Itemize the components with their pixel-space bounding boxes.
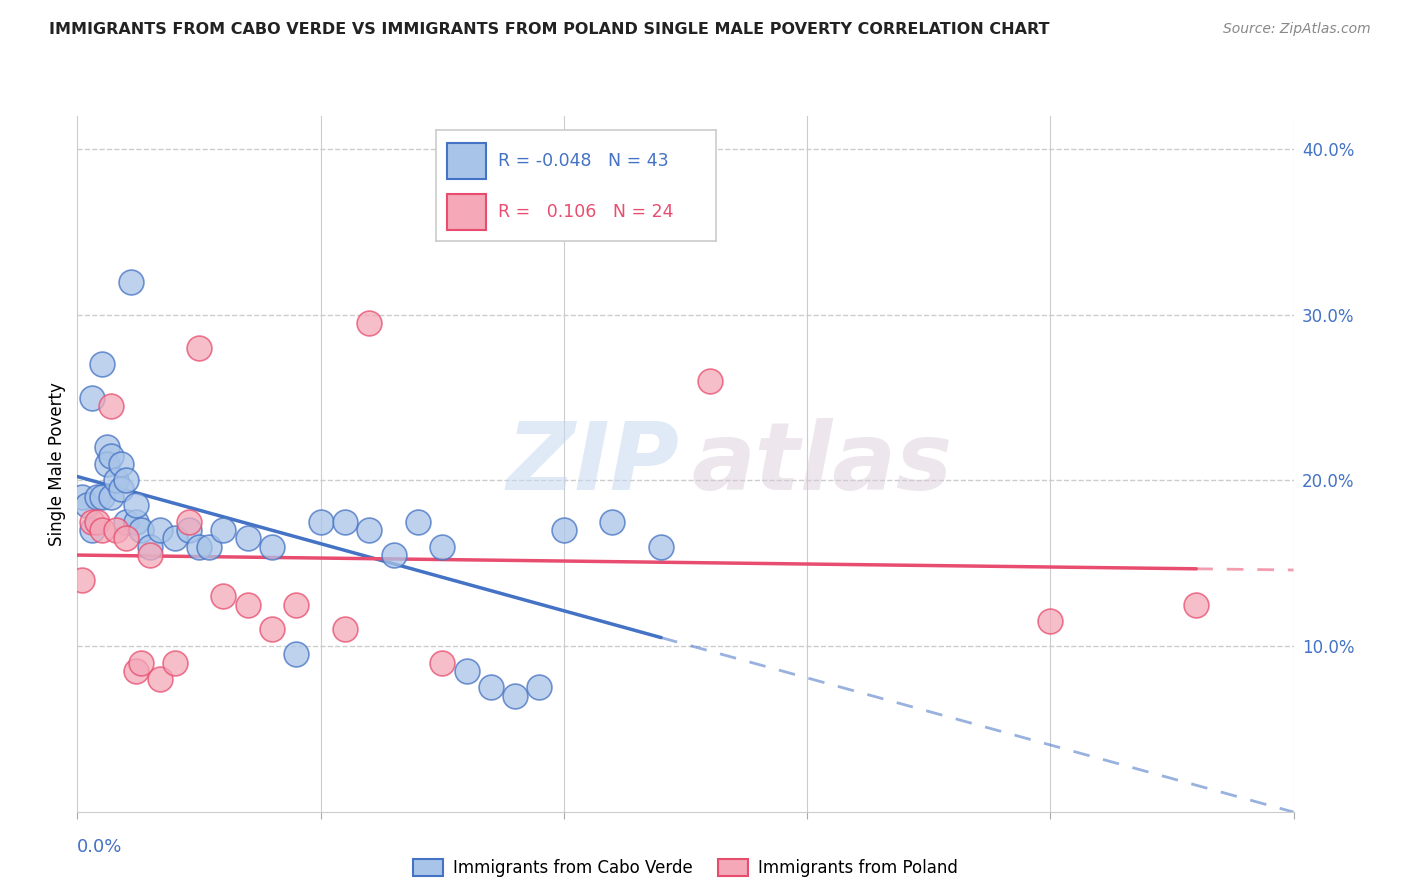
- Point: [80, 391, 103, 405]
- Point: [553, 523, 575, 537]
- Point: [86, 515, 108, 529]
- Point: [406, 515, 429, 529]
- Point: [285, 598, 308, 612]
- Text: ZIP: ZIP: [506, 417, 679, 510]
- Point: [1185, 598, 1208, 612]
- Point: [125, 515, 148, 529]
- Legend: Immigrants from Cabo Verde, Immigrants from Poland: Immigrants from Cabo Verde, Immigrants f…: [406, 852, 965, 883]
- Point: [529, 681, 551, 695]
- Point: [110, 457, 132, 471]
- Point: [115, 515, 138, 529]
- Point: [100, 399, 122, 413]
- Point: [149, 672, 172, 686]
- Point: [129, 523, 152, 537]
- Point: [163, 532, 186, 546]
- Point: [188, 540, 211, 554]
- Point: [139, 548, 162, 562]
- Point: [359, 523, 381, 537]
- Point: [149, 523, 172, 537]
- Point: [236, 598, 259, 612]
- Point: [212, 523, 235, 537]
- Point: [100, 449, 122, 463]
- Point: [100, 490, 122, 504]
- Point: [212, 590, 235, 604]
- Point: [382, 548, 405, 562]
- Point: [80, 515, 103, 529]
- Point: [260, 540, 283, 554]
- Text: atlas: atlas: [692, 417, 953, 510]
- Point: [650, 540, 672, 554]
- Point: [115, 532, 138, 546]
- Point: [90, 358, 112, 372]
- Point: [125, 498, 148, 512]
- Point: [456, 664, 478, 678]
- Point: [139, 540, 162, 554]
- Point: [333, 515, 356, 529]
- Point: [96, 440, 118, 454]
- Y-axis label: Single Male Poverty: Single Male Poverty: [48, 382, 66, 546]
- Point: [699, 374, 721, 388]
- Point: [236, 532, 259, 546]
- Point: [129, 656, 152, 670]
- Point: [285, 648, 308, 662]
- Point: [432, 540, 454, 554]
- Text: 0.0%: 0.0%: [77, 838, 122, 856]
- Point: [110, 482, 132, 496]
- Point: [86, 490, 108, 504]
- Point: [90, 490, 112, 504]
- Point: [333, 623, 356, 637]
- Point: [188, 341, 211, 355]
- Point: [70, 573, 93, 587]
- Point: [80, 523, 103, 537]
- Point: [96, 457, 118, 471]
- Point: [179, 515, 201, 529]
- Text: IMMIGRANTS FROM CABO VERDE VS IMMIGRANTS FROM POLAND SINGLE MALE POVERTY CORRELA: IMMIGRANTS FROM CABO VERDE VS IMMIGRANTS…: [49, 22, 1050, 37]
- Point: [1039, 614, 1062, 628]
- Point: [359, 316, 381, 330]
- Point: [105, 523, 128, 537]
- Point: [432, 656, 454, 670]
- Point: [197, 540, 219, 554]
- Point: [179, 523, 201, 537]
- Point: [260, 623, 283, 637]
- Point: [90, 523, 112, 537]
- Point: [309, 515, 332, 529]
- Point: [479, 681, 502, 695]
- Point: [120, 275, 142, 289]
- Point: [503, 689, 526, 703]
- Text: Source: ZipAtlas.com: Source: ZipAtlas.com: [1223, 22, 1371, 37]
- Point: [115, 474, 138, 488]
- Point: [602, 515, 624, 529]
- Point: [125, 664, 148, 678]
- Point: [70, 490, 93, 504]
- Point: [163, 656, 186, 670]
- Point: [76, 498, 98, 512]
- Point: [105, 474, 128, 488]
